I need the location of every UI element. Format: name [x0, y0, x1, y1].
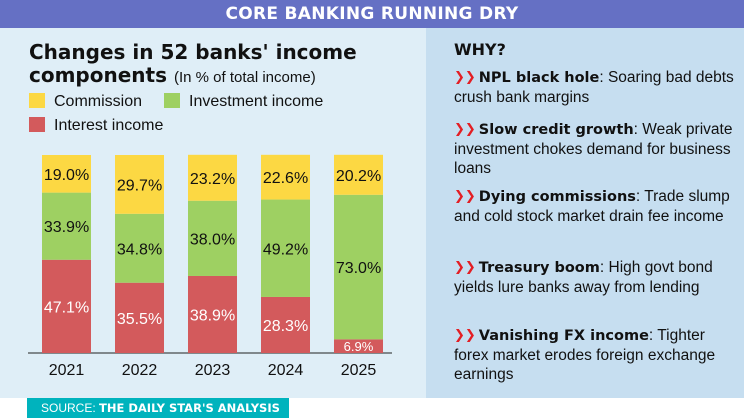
data-label-interest-2023: 38.9%: [190, 307, 235, 324]
source-label: SOURCE:: [41, 401, 96, 415]
arrow-icon: ❯❯: [454, 70, 476, 85]
source-credit: SOURCE: THE DAILY STAR'S ANALYSIS: [27, 398, 289, 418]
reason-npl: ❯❯ NPL black hole: Soaring bad debts crus…: [454, 68, 736, 107]
bar-segment-commission-2022: [115, 155, 164, 214]
reason-head: Dying commissions: [478, 189, 636, 205]
data-label-interest-2024: 28.3%: [263, 318, 308, 335]
bar-segment-commission-2024: [261, 154, 310, 200]
bar-segment-commission-2025: [334, 154, 383, 195]
data-label-commission-2022: 29.7%: [117, 177, 162, 194]
banner-title: CORE BANKING RUNNING DRY: [0, 0, 744, 28]
bar-segment-interest-2021: [42, 259, 91, 353]
x-tick-label-2022: 2022: [122, 362, 158, 379]
reason-treasury: ❯❯ Treasury boom: High govt bond yields l…: [454, 258, 736, 297]
reason-commissions: ❯❯ Dying commissions: Trade slump and col…: [454, 187, 736, 226]
reason-text: : Trade slump and cold stock market drai…: [454, 188, 730, 225]
reason-text: : Soaring bad debts crush bank margins: [454, 69, 734, 106]
bar-segment-interest-2022: [115, 282, 164, 353]
data-label-investment-2022: 34.8%: [117, 241, 162, 258]
chart-subtitle: (In % of total income): [173, 69, 316, 86]
arrow-icon: ❯❯: [454, 122, 476, 137]
data-label-investment-2025: 73.0%: [336, 260, 381, 277]
bar-segment-interest-2023: [188, 275, 237, 353]
stacked-bar-chart: 47.1% 33.9% 19.0% 2021 35.5% 34.8% 29.7% 2022 38…: [28, 154, 392, 379]
legend-item-commission: Commission: [29, 92, 142, 112]
bar-segment-investment-2024: [261, 199, 310, 297]
why-panel: WHY? ❯❯ NPL black hole: Soaring bad debts…: [426, 28, 744, 398]
bar-segment-investment-2022: [115, 213, 164, 283]
bar-segment-interest-2024: [261, 296, 310, 353]
data-label-investment-2023: 38.0%: [190, 231, 235, 248]
data-label-commission-2021: 19.0%: [44, 167, 89, 184]
reason-credit: ❯❯ Slow credit growth: Weak private inves…: [454, 120, 736, 178]
data-label-interest-2022: 35.5%: [117, 311, 162, 328]
bar-segment-commission-2023: [188, 154, 237, 201]
reason-head: Treasury boom: [478, 260, 600, 276]
data-label-investment-2021: 33.9%: [44, 219, 89, 236]
chart-title: Changes in 52 banks' income components (…: [29, 41, 426, 89]
arrow-icon: ❯❯: [454, 328, 476, 343]
legend-swatch-commission: [29, 93, 45, 108]
x-tick-label-2025: 2025: [341, 362, 377, 379]
source-text: THE DAILY STAR'S ANALYSIS: [99, 401, 280, 415]
x-tick-label-2023: 2023: [195, 362, 231, 379]
arrow-icon: ❯❯: [454, 260, 476, 275]
legend-label-commission: Commission: [54, 93, 143, 110]
data-label-interest-2021: 47.1%: [44, 299, 89, 316]
reason-head: Slow credit growth: [478, 122, 634, 138]
reason-text: : Weak private investment chokes demand …: [454, 121, 733, 177]
bar-segment-investment-2023: [188, 200, 237, 276]
bar-segment-commission-2021: [42, 155, 91, 193]
legend-item-interest: Interest income: [29, 116, 163, 136]
legend-swatch-investment: [164, 93, 180, 108]
reason-head: Vanishing FX income: [478, 328, 649, 344]
arrow-icon: ❯❯: [454, 189, 476, 204]
data-label-investment-2024: 49.2%: [263, 241, 308, 258]
x-tick-label-2021: 2021: [49, 362, 85, 379]
chart-title-main: Changes in 52 banks' income components: [29, 40, 357, 87]
legend-label-interest: Interest income: [54, 117, 164, 134]
data-label-interest-2025: 6.9%: [344, 339, 374, 354]
legend-label-investment: Investment income: [189, 93, 324, 110]
reason-fx: ❯❯ Vanishing FX income: Tighter forex mar…: [454, 326, 736, 384]
data-label-commission-2024: 22.6%: [263, 170, 308, 187]
why-title: WHY?: [454, 40, 506, 59]
bar-segment-investment-2021: [42, 192, 91, 260]
reason-head: NPL black hole: [478, 70, 600, 86]
legend-item-investment: Investment income: [164, 92, 323, 112]
bar-segment-investment-2025: [334, 194, 383, 340]
data-label-commission-2025: 20.2%: [336, 168, 381, 185]
reason-text: : High govt bond yields lure banks away …: [454, 259, 713, 296]
reason-text: : Tighter forex market erodes foreign ex…: [454, 327, 716, 383]
legend-swatch-interest: [29, 117, 45, 132]
data-label-commission-2023: 23.2%: [190, 171, 235, 188]
x-tick-label-2024: 2024: [268, 362, 304, 379]
bar-segment-interest-2025: [334, 339, 383, 353]
